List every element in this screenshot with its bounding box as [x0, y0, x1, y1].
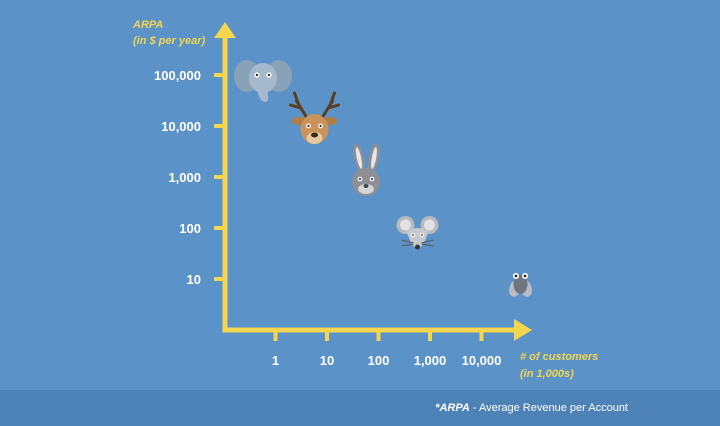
- y-tick-label: 10,000: [161, 119, 201, 134]
- fly-icon: [509, 273, 532, 297]
- elephant-icon: [234, 60, 292, 102]
- footnote: *ARPA - Average Revenue per Account: [435, 402, 628, 414]
- x-axis-arrow: [514, 319, 532, 341]
- tick-layer: 1 10 100 1,000 10,000 10 100 1,000 10,000 100,000: [154, 68, 501, 368]
- deer-icon: [289, 91, 340, 144]
- footnote-definition: - Average Revenue per Account: [469, 402, 628, 414]
- x-axis-title: # of customers (in 1,000s): [520, 351, 598, 380]
- footnote-term: *ARPA: [435, 402, 470, 414]
- y-axis-arrow: [214, 22, 236, 38]
- x-axis-title-line2: (in 1,000s): [520, 368, 574, 380]
- scatter-chart: ARPA (in $ per year) # of customers (in …: [132, 19, 598, 380]
- x-tick-label: 1,000: [414, 353, 447, 368]
- y-tick-label: 100: [179, 221, 201, 236]
- y-tick-label: 1,000: [168, 170, 201, 185]
- data-points: [234, 60, 532, 297]
- y-axis-title: ARPA (in $ per year): [132, 19, 205, 47]
- y-axis-title-line2: (in $ per year): [133, 35, 205, 47]
- y-tick-label: 10: [187, 272, 201, 287]
- y-axis-title-line1: ARPA: [132, 19, 163, 31]
- x-tick-label: 10: [320, 353, 334, 368]
- x-tick-label: 10,000: [462, 353, 502, 368]
- x-axis-title-line1: # of customers: [520, 351, 598, 363]
- footer-bar: [0, 390, 720, 426]
- x-tick-label: 1: [272, 353, 279, 368]
- rabbit-icon: [352, 143, 380, 196]
- y-tick-label: 100,000: [154, 68, 201, 83]
- x-tick-label: 100: [368, 353, 390, 368]
- mouse-icon: [396, 216, 439, 250]
